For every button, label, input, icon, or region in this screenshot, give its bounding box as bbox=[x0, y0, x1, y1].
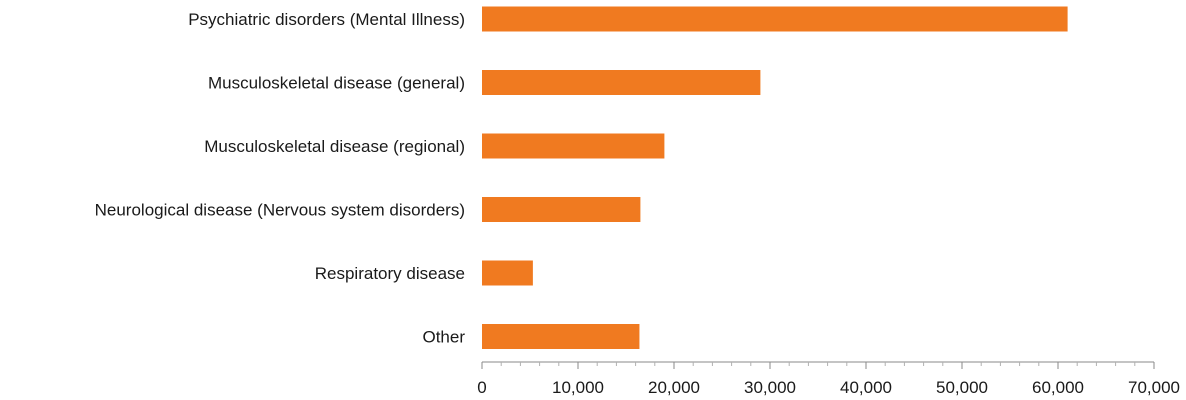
category-label-3: Neurological disease (Nervous system dis… bbox=[95, 201, 465, 220]
bar-0 bbox=[482, 6, 1068, 32]
bar-1 bbox=[482, 70, 761, 95]
bars-group bbox=[482, 6, 1068, 349]
category-label-1: Musculoskeletal disease (general) bbox=[208, 74, 465, 93]
x-tick-label-3: 30,000 bbox=[744, 378, 796, 397]
bar-5 bbox=[482, 324, 640, 349]
x-tick-label-0: 0 bbox=[477, 378, 486, 397]
bar-4 bbox=[482, 260, 533, 286]
x-tick-label-6: 60,000 bbox=[1032, 378, 1084, 397]
category-labels: Psychiatric disorders (Mental Illness) Mu… bbox=[95, 10, 466, 347]
x-tick-label-5: 50,000 bbox=[936, 378, 988, 397]
x-axis: 0 10,000 20,000 30,000 40,000 50,000 60,000 70,… bbox=[477, 361, 1180, 397]
x-tick-label-7: 70,000 bbox=[1128, 378, 1180, 397]
x-tick-label-4: 40,000 bbox=[840, 378, 892, 397]
category-label-0: Psychiatric disorders (Mental Illness) bbox=[188, 10, 465, 29]
category-label-2: Musculoskeletal disease (regional) bbox=[204, 137, 465, 156]
category-label-4: Respiratory disease bbox=[315, 264, 465, 283]
bar-2 bbox=[482, 133, 665, 159]
x-tick-label-1: 10,000 bbox=[552, 378, 604, 397]
bar-3 bbox=[482, 197, 641, 222]
category-label-5: Other bbox=[422, 328, 465, 347]
x-tick-label-2: 20,000 bbox=[648, 378, 700, 397]
